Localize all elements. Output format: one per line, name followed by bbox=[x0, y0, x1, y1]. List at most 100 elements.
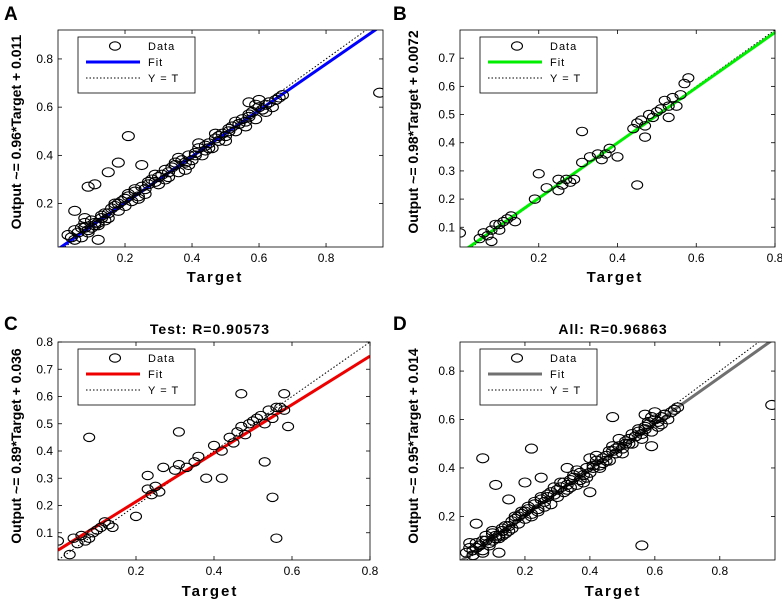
data-point bbox=[625, 438, 639, 449]
data-point bbox=[560, 462, 574, 474]
data-point bbox=[207, 440, 221, 451]
data-point bbox=[570, 479, 584, 490]
data-point bbox=[58, 536, 65, 546]
data-point bbox=[541, 491, 555, 503]
data-point bbox=[635, 115, 648, 125]
legend-label: Y = T bbox=[550, 385, 581, 397]
data-point bbox=[593, 462, 607, 474]
data-point bbox=[645, 412, 659, 423]
data-point bbox=[463, 537, 477, 549]
data-point bbox=[90, 525, 104, 535]
data-point bbox=[262, 97, 276, 108]
data-point bbox=[606, 412, 620, 423]
data-point bbox=[602, 455, 616, 466]
x-tick-label: 0.8 bbox=[711, 564, 728, 578]
data-point bbox=[495, 523, 509, 534]
data-point bbox=[242, 97, 256, 108]
data-point bbox=[586, 462, 600, 474]
y-tick-label: 0.4 bbox=[36, 444, 53, 458]
data-point bbox=[638, 409, 652, 420]
data-point bbox=[67, 533, 80, 543]
data-point bbox=[682, 73, 695, 83]
data-point bbox=[765, 399, 775, 411]
legend-c: Data Fit Y = T bbox=[77, 348, 196, 406]
panel-b-ylabel: Output ~= 0.98*Target + 0.0072 bbox=[405, 30, 421, 233]
data-point bbox=[239, 429, 252, 440]
data-point bbox=[591, 149, 604, 159]
data-point bbox=[670, 101, 683, 111]
data-point bbox=[141, 179, 156, 190]
panel-d-xlabel: Target bbox=[585, 583, 642, 600]
y-tick-label: 0.1 bbox=[438, 220, 455, 234]
plot-content-b bbox=[460, 30, 775, 247]
data-point bbox=[580, 462, 594, 474]
y-tick-label: 0.2 bbox=[438, 192, 455, 206]
data-point bbox=[619, 436, 633, 447]
data-point bbox=[78, 222, 92, 233]
data-point bbox=[172, 427, 185, 437]
data-point bbox=[235, 389, 248, 399]
panel-a-letter: A bbox=[4, 4, 18, 25]
x-tick-label: 0.4 bbox=[184, 251, 201, 265]
y-tick-label: 0.4 bbox=[438, 461, 455, 475]
data-point bbox=[98, 517, 111, 527]
data-point bbox=[583, 487, 597, 498]
data-point bbox=[573, 475, 587, 486]
panel-c-ylabel: Output ~= 0.89*Target + 0.036 bbox=[8, 348, 24, 544]
data-point bbox=[258, 418, 271, 429]
data-point bbox=[278, 389, 291, 399]
legend-label: Y = T bbox=[148, 73, 179, 85]
data-point bbox=[106, 522, 119, 533]
data-point bbox=[158, 164, 172, 175]
data-point bbox=[178, 164, 192, 175]
data-point bbox=[627, 123, 640, 134]
data-point bbox=[118, 200, 132, 212]
data-point bbox=[489, 530, 503, 541]
data-point bbox=[128, 184, 142, 195]
data-point bbox=[658, 409, 672, 420]
data-point bbox=[477, 228, 490, 238]
data-point bbox=[91, 217, 105, 228]
data-point bbox=[149, 481, 162, 492]
y-tick-label: 0.2 bbox=[438, 509, 455, 523]
data-point bbox=[531, 504, 545, 515]
data-point bbox=[75, 530, 88, 541]
data-point bbox=[188, 150, 202, 161]
data-point bbox=[492, 533, 506, 544]
y-tick-label: 0.4 bbox=[36, 148, 53, 162]
data-point bbox=[231, 427, 244, 437]
data-point bbox=[639, 132, 652, 142]
y-tick-label: 0.5 bbox=[438, 108, 455, 122]
panel-d: D All: R=0.96863 Output ~= 0.95*Target +… bbox=[393, 314, 776, 600]
data-point bbox=[593, 460, 607, 471]
data-point bbox=[485, 525, 500, 536]
data-point bbox=[576, 157, 589, 168]
data-point bbox=[258, 457, 271, 467]
data-point bbox=[550, 484, 564, 495]
legend-d: Data Fit Y = T bbox=[479, 348, 598, 406]
data-point bbox=[547, 489, 561, 500]
data-point bbox=[541, 489, 555, 500]
data-point bbox=[223, 432, 236, 443]
data-point bbox=[138, 184, 152, 195]
panel-a-xlabel: Target bbox=[187, 269, 244, 286]
data-point bbox=[195, 150, 209, 161]
data-point bbox=[583, 467, 597, 478]
data-point bbox=[596, 453, 610, 464]
y-tick-label: 0.7 bbox=[36, 362, 53, 376]
data-point bbox=[101, 213, 115, 224]
legend-box bbox=[77, 36, 196, 94]
data-point bbox=[141, 484, 154, 494]
data-point bbox=[560, 174, 573, 185]
y-tick-label: 0.2 bbox=[36, 499, 53, 513]
axes-box-d bbox=[459, 341, 776, 561]
data-point bbox=[108, 198, 122, 209]
y-tick-label: 0.3 bbox=[36, 471, 53, 485]
x-tick-label: 0.2 bbox=[517, 564, 534, 578]
data-point bbox=[129, 511, 143, 522]
y-tick-label: 0.6 bbox=[438, 413, 455, 427]
data-point bbox=[589, 455, 603, 466]
data-point bbox=[192, 138, 206, 149]
data-point bbox=[509, 216, 522, 227]
data-point bbox=[252, 94, 266, 105]
